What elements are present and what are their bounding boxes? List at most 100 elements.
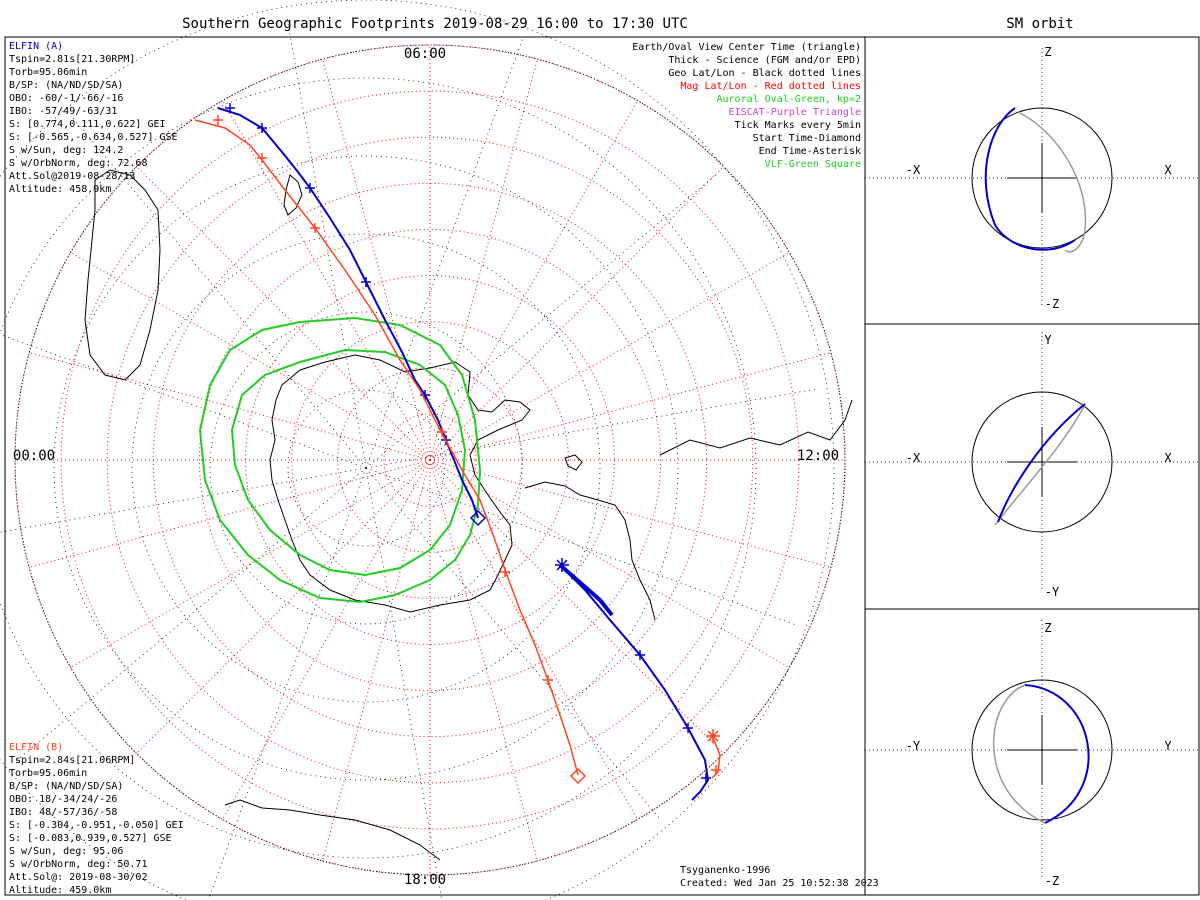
sm-axis-label: X [1164, 163, 1172, 177]
sm-axis-label: Z [1044, 621, 1051, 635]
legend: Earth/Oval View Center Time (triangle) T… [632, 42, 861, 170]
legend-entry: Auroral Oval-Green, kp=2 [717, 94, 862, 105]
elfin-b-orbit [994, 404, 1086, 526]
elfin-b-line: IBO: 48/-57/36/-58 [9, 807, 117, 818]
elfin-a-track [559, 564, 710, 801]
geo-lon-line [70, 115, 367, 469]
right-coast-outline [659, 399, 853, 456]
elfin-a-line: S w/Sun, deg: 124.2 [9, 145, 123, 156]
elfin-b-orbit [992, 684, 1046, 824]
antarctica-outline [269, 354, 531, 613]
elfin-b-line: B/SP: (NA/ND/SD/SA) [9, 781, 123, 792]
elfin-a-tick [701, 773, 711, 783]
elfin-b-tick [437, 427, 447, 437]
geo-lat-ring [209, 311, 523, 625]
sm-axis-label: Z [1044, 45, 1051, 59]
mag-lon-line [429, 459, 790, 668]
sm-axis-label: Y [1164, 739, 1172, 753]
south-america-outline [524, 481, 656, 621]
mag-lat-ring [383, 413, 477, 507]
geo-lon-line [13, 467, 367, 764]
elfin-a-line: S w/OrbNorm, deg: 72.68 [9, 158, 147, 169]
geo-lon-line [286, 14, 367, 469]
geo-lon-line [365, 467, 662, 821]
geo-lon-line [365, 467, 443, 900]
mlt-label-18: 18:00 [404, 872, 446, 888]
elfin-b-tick [500, 567, 510, 577]
geo-lon-line [365, 172, 719, 469]
mag-lon-line [29, 459, 431, 568]
sm-orbit-plot [865, 620, 1199, 880]
sm-axis-label: -X [906, 163, 921, 177]
elfin-a-line: Tspin=2.81s[21.30RPM] [9, 54, 135, 65]
elfin-a-line: Torb=95.06min [9, 67, 87, 78]
geo-lon-line [365, 35, 525, 469]
elfin-a-track [217, 107, 479, 519]
geo-lon-line [365, 388, 820, 469]
australia-outline [84, 169, 161, 381]
elfin-b-line: S w/OrbNorm, deg: 50.71 [9, 859, 147, 870]
created-timestamp: Created: Wed Jan 25 10:52:38 2023 [680, 878, 879, 889]
geo-lon-line [0, 467, 367, 533]
figure-title: Southern Geographic Footprints 2019-08-2… [182, 16, 688, 32]
legend-entry: End Time-Asterisk [759, 146, 861, 157]
sm-panel-yz: Z -Z -Y Y [906, 621, 1173, 888]
map-grid [0, 0, 846, 900]
mag-lon-line [429, 252, 790, 461]
auroral-oval-outer [198, 316, 482, 604]
elfin-b-start-diamond [569, 767, 587, 785]
elfin-a-tick [225, 103, 235, 113]
elfin-a-start-diamond [469, 509, 487, 527]
mag-lon-line [222, 100, 431, 461]
geo-lat-ring [0, 0, 835, 900]
sm-axis-label: -Y [1045, 585, 1060, 599]
elfin-a-tick [361, 277, 371, 287]
elfin-a-name: ELFIN (A) [9, 41, 63, 52]
elfin-a-line: OBO: -60/-1/-66/-16 [9, 93, 123, 104]
legend-entry: Tick Marks every 5min [735, 120, 861, 131]
elfin-a-line: B/SP: (NA/ND/SD/SA) [9, 80, 123, 91]
elfin-a-tick [683, 723, 693, 733]
sm-axis-label: X [1164, 451, 1172, 465]
elfin-b-line: Torb=95.06min [9, 768, 87, 779]
mag-lon-line [429, 59, 538, 461]
mag-lon-line [429, 459, 831, 568]
elfin-b-line: OBO: 18/-34/24/-26 [9, 794, 117, 805]
mlt-label-06: 06:00 [404, 46, 446, 62]
mag-lon-line [322, 459, 431, 861]
sm-axis-label: -Z [1045, 874, 1059, 888]
elfin-b-name: ELFIN (B) [9, 742, 63, 753]
sm-orbit-title: SM orbit [1006, 16, 1073, 32]
mag-lat-ring [106, 136, 754, 784]
elfin-a-line: S: [0.774,0.111,0.622] GEI [9, 119, 166, 130]
elfin-a-line: Altitude: 458.9km [9, 184, 111, 195]
elfin-b-track [711, 734, 721, 779]
mlt-label-12: 12:00 [797, 448, 839, 464]
elfin-b-orbit [1017, 111, 1087, 253]
legend-entry: VLF-Green Square [765, 159, 861, 170]
elfin-a-end-asterisk [555, 558, 569, 572]
geo-lon-line [207, 467, 367, 900]
new-zealand-outline [283, 174, 303, 216]
mag-lat-ring [198, 228, 662, 692]
elfin-b-end-asterisk [706, 729, 720, 743]
auroral-oval [198, 316, 482, 604]
legend-entry: Thick - Science (FGM and/or EPD) [668, 55, 861, 66]
elfin-b-tick [711, 765, 721, 775]
legend-entry: Geo Lat/Lon - Black dotted lines [668, 68, 861, 79]
geo-lat-ring [0, 77, 757, 859]
sm-axis-label: Y [1044, 333, 1052, 347]
elfin-b-track [194, 119, 579, 776]
elfin-a-line: S: [-0.565,-0.634,0.527] GSE [9, 132, 178, 143]
elfin-a-orbit [984, 107, 1076, 251]
mag-lon-line [136, 166, 431, 461]
elfin-a-orbit [1024, 684, 1090, 824]
mag-lon-line [429, 100, 638, 461]
elfin-b-tick [310, 223, 320, 233]
sm-frame-3 [864, 608, 1200, 896]
mag-lon-line [136, 459, 431, 754]
africa-outline [224, 799, 441, 861]
elfin-a-science [558, 563, 614, 617]
sm-orbit-panels: Z -Z -X X Y -Y -X X Z -Z -Y Y [865, 45, 1199, 888]
